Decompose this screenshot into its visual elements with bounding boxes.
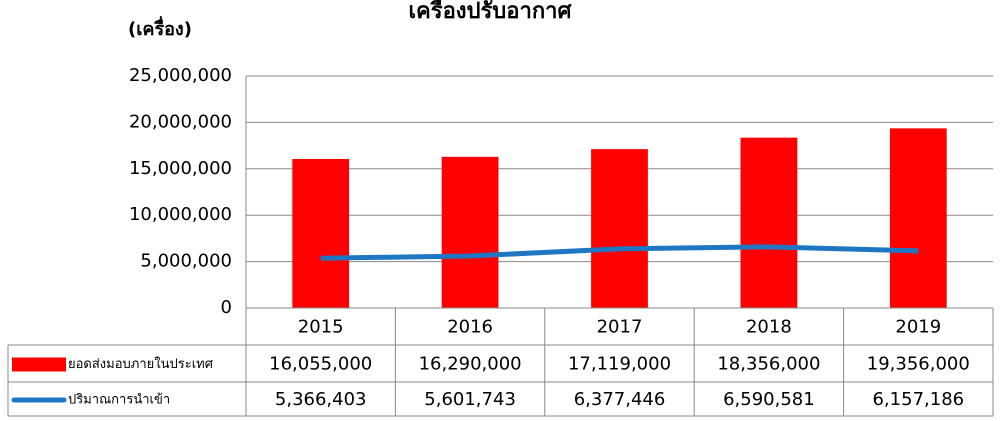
bar xyxy=(889,128,947,308)
table-value: 5,366,403 xyxy=(275,389,367,410)
x-tick-label: 2016 xyxy=(447,317,493,338)
table-value: 5,601,743 xyxy=(424,389,516,410)
legend-swatch xyxy=(12,357,66,372)
table-value: 16,055,000 xyxy=(269,354,372,375)
y-tick-label: 20,000,000 xyxy=(129,111,232,132)
table-value: 19,356,000 xyxy=(867,354,970,375)
line xyxy=(320,244,919,261)
legend-label: ปริมาณการนำเข้า xyxy=(68,393,170,408)
bar xyxy=(591,149,648,308)
y-tick-label: 0 xyxy=(221,297,232,318)
legend-label: ยอดส่งมอบภายในประเทศ xyxy=(68,356,214,372)
table-value: 17,119,000 xyxy=(568,354,671,375)
y-tick-label: 25,000,000 xyxy=(129,65,232,86)
y-axis-label: (เครื่อง) xyxy=(128,16,192,40)
chart-title: เครื่องปรับอากาศ xyxy=(409,0,573,24)
y-tick-label: 15,000,000 xyxy=(129,158,232,179)
table-value: 6,590,581 xyxy=(723,389,815,410)
x-tick-label: 2017 xyxy=(597,317,643,338)
table-value: 16,290,000 xyxy=(419,354,522,375)
bar xyxy=(292,159,350,308)
table-value: 6,377,446 xyxy=(574,389,666,410)
table-value: 6,157,186 xyxy=(872,389,964,410)
y-tick-label: 5,000,000 xyxy=(140,251,232,272)
bar xyxy=(740,137,798,308)
x-tick-label: 2019 xyxy=(895,317,941,338)
table-value: 18,356,000 xyxy=(717,354,820,375)
y-tick-label: 10,000,000 xyxy=(129,204,232,225)
x-tick-label: 2018 xyxy=(746,317,792,338)
x-tick-label: 2015 xyxy=(298,317,344,338)
bar xyxy=(441,156,499,308)
